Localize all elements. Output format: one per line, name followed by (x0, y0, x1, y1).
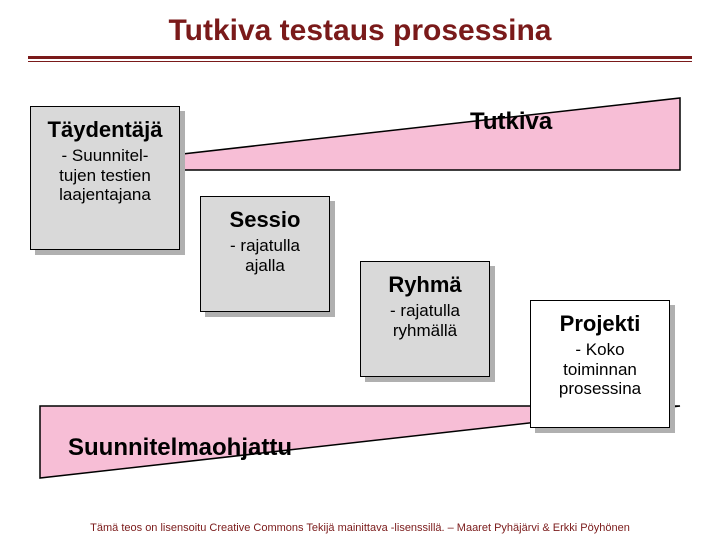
label-suunnitelmaohjattu: Suunnitelmaohjattu (68, 434, 292, 462)
box-ryhma: Ryhmä - rajatullaryhmällä (360, 261, 490, 377)
box-title: Ryhmä (367, 272, 483, 297)
rule-thin (28, 61, 692, 62)
box-title: Projekti (537, 311, 663, 336)
box-projekti: Projekti - Kokotoiminnanprosessina (530, 300, 670, 428)
label-tutkiva: Tutkiva (470, 108, 552, 136)
box-sub: - Kokotoiminnanprosessina (537, 340, 663, 399)
rule-thick (28, 56, 692, 59)
box-sub: - rajatullaryhmällä (367, 301, 483, 340)
diagram-stage: Tutkiva Suunnitelmaohjattu Täydentäjä - … (40, 98, 680, 478)
box-sub: - Suunnitel-tujen testienlaajentajana (37, 146, 173, 205)
box-sub: - rajatullaajalla (207, 236, 323, 275)
box-sessio: Sessio - rajatullaajalla (200, 196, 330, 312)
page-title: Tutkiva testaus prosessina (0, 14, 720, 48)
box-taydentaja: Täydentäjä - Suunnitel-tujen testienlaaj… (30, 106, 180, 250)
footer-license: Tämä teos on lisensoitu Creative Commons… (0, 522, 720, 534)
title-rule (28, 56, 692, 62)
box-title: Sessio (207, 207, 323, 232)
box-title: Täydentäjä (37, 117, 173, 142)
